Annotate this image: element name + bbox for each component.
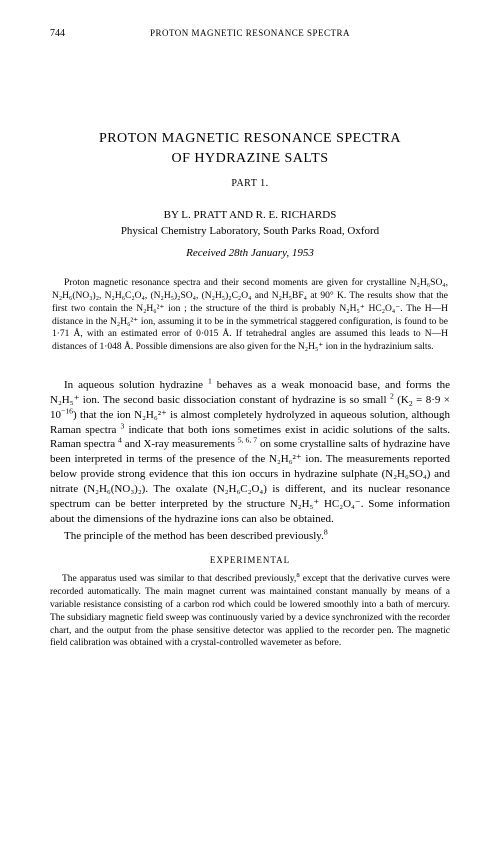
ion-formula: ₂H₅⁺ bbox=[346, 304, 365, 314]
exp-text: except that the derivative curves were r… bbox=[50, 574, 450, 648]
ion-formula: ₂H₅⁺ bbox=[58, 394, 79, 406]
superscript: −16 bbox=[61, 406, 73, 415]
experimental-paragraph: The apparatus used was similar to that d… bbox=[50, 573, 450, 650]
ion-formula: ₂H₅⁺ bbox=[305, 342, 324, 352]
page-number: 744 bbox=[50, 28, 90, 39]
body-paragraph-1: In aqueous solution hydrazine 1 behaves … bbox=[50, 378, 450, 526]
header-spacer bbox=[410, 28, 450, 39]
author-names: L. PRATT AND R. E. RICHARDS bbox=[181, 209, 336, 221]
abstract-text: ion in the hydrazinium salts. bbox=[323, 342, 433, 352]
body-paragraph-2: The principle of the method has been des… bbox=[50, 529, 450, 544]
body-text: In aqueous solution hydrazine bbox=[64, 379, 208, 391]
page-header: 744 PROTON MAGNETIC RESONANCE SPECTRA bbox=[50, 28, 450, 39]
body-text: and X-ray measurements bbox=[122, 438, 238, 450]
ion-formula: HC₂O₄⁻ bbox=[319, 498, 360, 510]
ion-formula: ₂H₆²⁺ bbox=[117, 317, 138, 327]
ion-formula: ₂H₆²⁺ bbox=[277, 453, 302, 465]
part-label: PART 1. bbox=[50, 178, 450, 189]
abstract: Proton magnetic resonance spectra and th… bbox=[50, 277, 450, 354]
running-title: PROTON MAGNETIC RESONANCE SPECTRA bbox=[90, 28, 410, 39]
ion-formula: ₂H₆²⁺ bbox=[143, 304, 164, 314]
compound-formula: ₂H₆SO₄ bbox=[393, 468, 427, 480]
article-title: PROTON MAGNETIC RESONANCE SPECTRA OF HYD… bbox=[50, 129, 450, 168]
body-text: ) that the ion N bbox=[73, 409, 142, 421]
received-date: Received 28th January, 1953 bbox=[50, 247, 450, 259]
body-text: The principle of the method has been des… bbox=[64, 530, 324, 542]
abstract-paragraph: Proton magnetic resonance spectra and th… bbox=[52, 277, 448, 354]
ref-marker: 8 bbox=[324, 527, 328, 536]
abstract-text: ion ; the structure of the third is prob… bbox=[164, 304, 346, 314]
body-text: ion. The second basic dissociation const… bbox=[79, 394, 390, 406]
title-line-2: OF HYDRAZINE SALTS bbox=[171, 151, 328, 166]
section-heading-experimental: EXPERIMENTAL bbox=[50, 555, 450, 565]
ion-formula: HC₂O₄⁻ bbox=[365, 304, 400, 314]
compound-formula: ₂H₆C₂O₄ bbox=[225, 483, 264, 495]
body-text: (K bbox=[394, 394, 409, 406]
ref-marker: 5, 6, 7 bbox=[238, 436, 257, 445]
abstract-text: Proton magnetic resonance spectra and th… bbox=[64, 278, 417, 288]
compound-formula: ₂H₆(NO₃)₂ bbox=[95, 483, 142, 495]
ion-formula: ₂H₅⁺ bbox=[298, 498, 319, 510]
title-line-1: PROTON MAGNETIC RESONANCE SPECTRA bbox=[99, 131, 401, 146]
page: 744 PROTON MAGNETIC RESONANCE SPECTRA PR… bbox=[0, 0, 500, 841]
exp-text: The apparatus used was similar to that d… bbox=[62, 574, 296, 584]
authors-line: BY L. PRATT AND R. E. RICHARDS bbox=[50, 209, 450, 221]
ion-formula: ₂H₆²⁺ bbox=[142, 409, 167, 421]
by-prefix: BY bbox=[164, 209, 182, 221]
body-text: ). The oxalate (N bbox=[142, 483, 225, 495]
affiliation: Physical Chemistry Laboratory, South Par… bbox=[50, 225, 450, 237]
